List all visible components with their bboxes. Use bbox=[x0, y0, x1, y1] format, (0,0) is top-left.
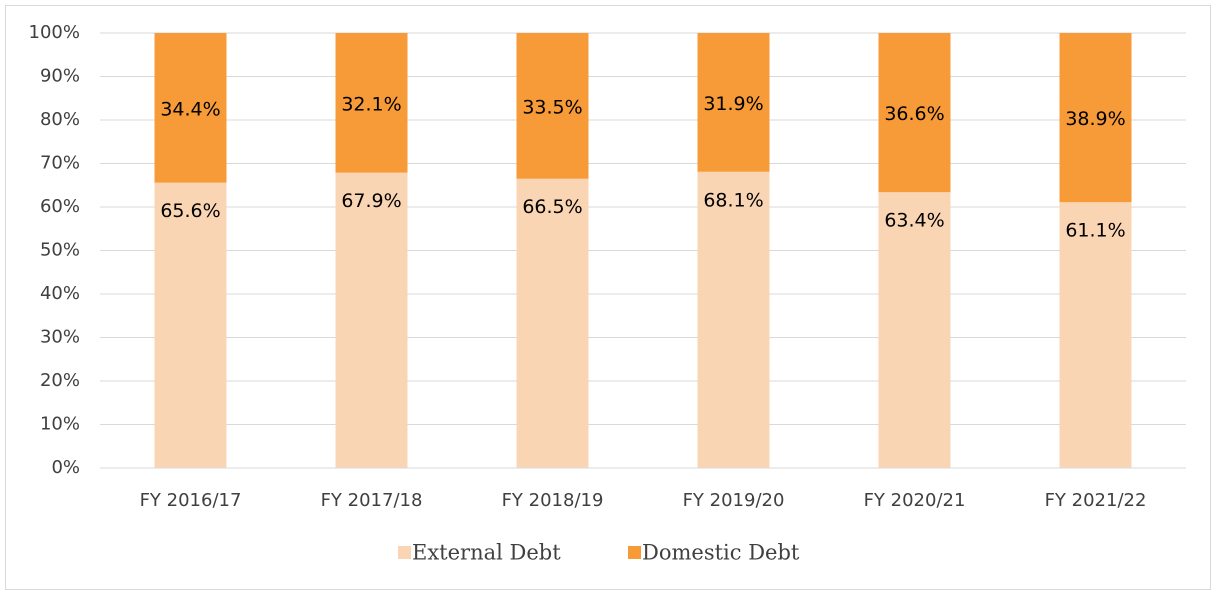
y-tick-label: 20% bbox=[40, 370, 80, 391]
legend-swatch bbox=[398, 546, 411, 559]
x-tick-label: FY 2021/22 bbox=[1045, 490, 1147, 511]
bar-segment bbox=[335, 172, 408, 468]
bar-segment bbox=[335, 33, 408, 173]
y-tick-label: 80% bbox=[40, 109, 80, 130]
bar-segment bbox=[878, 33, 951, 193]
x-tick-label: FY 2017/18 bbox=[321, 490, 423, 511]
bar-segment bbox=[697, 171, 770, 468]
data-label: 31.9% bbox=[703, 93, 763, 115]
data-label: 63.4% bbox=[884, 210, 944, 232]
data-label: 32.1% bbox=[341, 93, 401, 115]
bar-segment bbox=[154, 182, 227, 468]
y-tick-label: 0% bbox=[51, 457, 80, 478]
bar-segment bbox=[154, 33, 227, 183]
data-label: 66.5% bbox=[522, 196, 582, 218]
x-tick-label: FY 2016/17 bbox=[140, 490, 242, 511]
y-tick-label: 40% bbox=[40, 283, 80, 304]
legend-label: Domestic Debt bbox=[642, 541, 800, 565]
y-tick-label: 50% bbox=[40, 240, 80, 261]
legend-label: External Debt bbox=[412, 541, 561, 565]
x-tick-label: FY 2019/20 bbox=[683, 490, 785, 511]
y-tick-label: 70% bbox=[40, 153, 80, 174]
bar-segment bbox=[1059, 202, 1132, 468]
y-tick-label: 100% bbox=[29, 22, 80, 43]
bar-segment bbox=[1059, 33, 1132, 203]
x-tick-label: FY 2020/21 bbox=[864, 490, 966, 511]
bar-segment bbox=[516, 178, 589, 468]
x-tick-label: FY 2018/19 bbox=[502, 490, 604, 511]
bar-segment bbox=[516, 33, 589, 179]
bar-segment bbox=[697, 33, 770, 172]
y-tick-label: 10% bbox=[40, 414, 80, 435]
data-label: 38.9% bbox=[1065, 108, 1125, 130]
data-label: 65.6% bbox=[160, 200, 220, 222]
data-label: 36.6% bbox=[884, 103, 944, 125]
data-label: 67.9% bbox=[341, 190, 401, 212]
bar-segment bbox=[878, 192, 951, 468]
data-label: 61.1% bbox=[1065, 220, 1125, 242]
y-tick-label: 60% bbox=[40, 196, 80, 217]
legend-swatch bbox=[628, 546, 641, 559]
data-label: 33.5% bbox=[522, 96, 582, 118]
data-label: 34.4% bbox=[160, 98, 220, 120]
y-tick-label: 30% bbox=[40, 327, 80, 348]
data-label: 68.1% bbox=[703, 189, 763, 211]
y-tick-label: 90% bbox=[40, 66, 80, 87]
